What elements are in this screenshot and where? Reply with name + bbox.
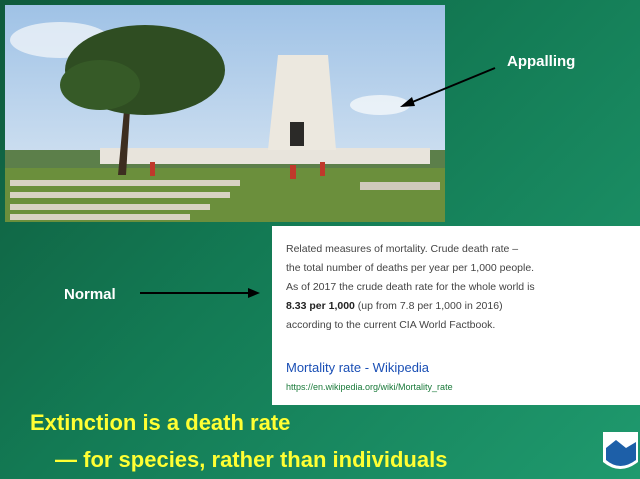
snippet-line: As of 2017 the crude death rate for the …: [286, 281, 535, 293]
snippet-text: (up from 7.8 per 1,000 in 2016): [354, 300, 503, 312]
label-normal: Normal: [64, 286, 116, 303]
snippet-line: Related measures of mortality. Crude dea…: [286, 243, 519, 255]
snippet-line: according to the current CIA World Factb…: [286, 319, 496, 331]
link-url: https://en.wikipedia.org/wiki/Mortality_…: [286, 382, 453, 392]
snippet-bold: 8.33 per 1,000: [286, 300, 355, 312]
snippet-line: the total number of deaths per year per …: [286, 262, 535, 274]
headline: — for species, rather than individuals: [55, 447, 448, 472]
arrows: [140, 67, 496, 298]
link-title[interactable]: Mortality rate - Wikipedia: [286, 360, 430, 375]
snippet-line: 8.33 per 1,000 (up from 7.8 per 1,000 in…: [286, 300, 503, 312]
logo: [603, 432, 638, 469]
search-snippet: Related measures of mortality. Crude dea…: [272, 226, 640, 405]
headline: Extinction is a death rate: [30, 410, 291, 435]
label-appalling: Appalling: [507, 53, 576, 70]
photo: [5, 5, 445, 222]
